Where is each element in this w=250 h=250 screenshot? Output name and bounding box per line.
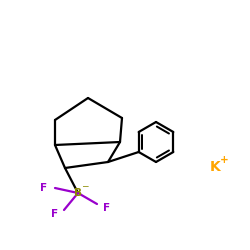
Text: +: + bbox=[220, 155, 228, 165]
Text: F: F bbox=[40, 183, 48, 193]
Text: F: F bbox=[52, 209, 59, 219]
Text: K: K bbox=[210, 160, 220, 174]
Text: F: F bbox=[104, 203, 110, 213]
Text: −: − bbox=[81, 182, 89, 190]
Text: B: B bbox=[74, 188, 82, 198]
